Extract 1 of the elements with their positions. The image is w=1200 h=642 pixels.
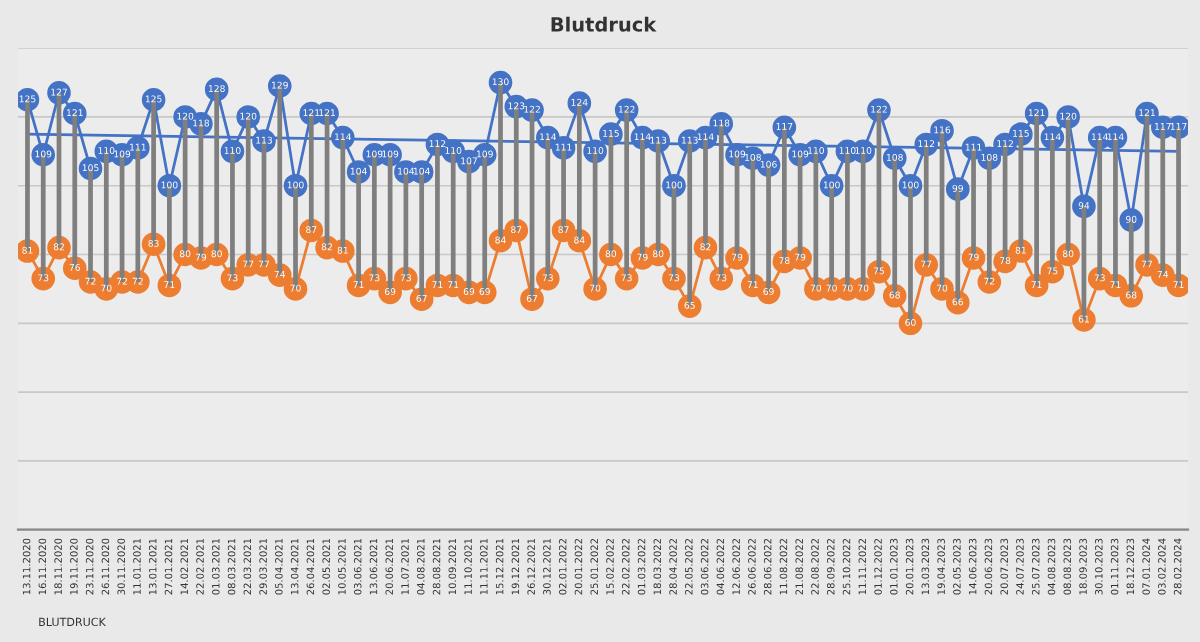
chart-title: Blutdruck (551, 16, 657, 32)
